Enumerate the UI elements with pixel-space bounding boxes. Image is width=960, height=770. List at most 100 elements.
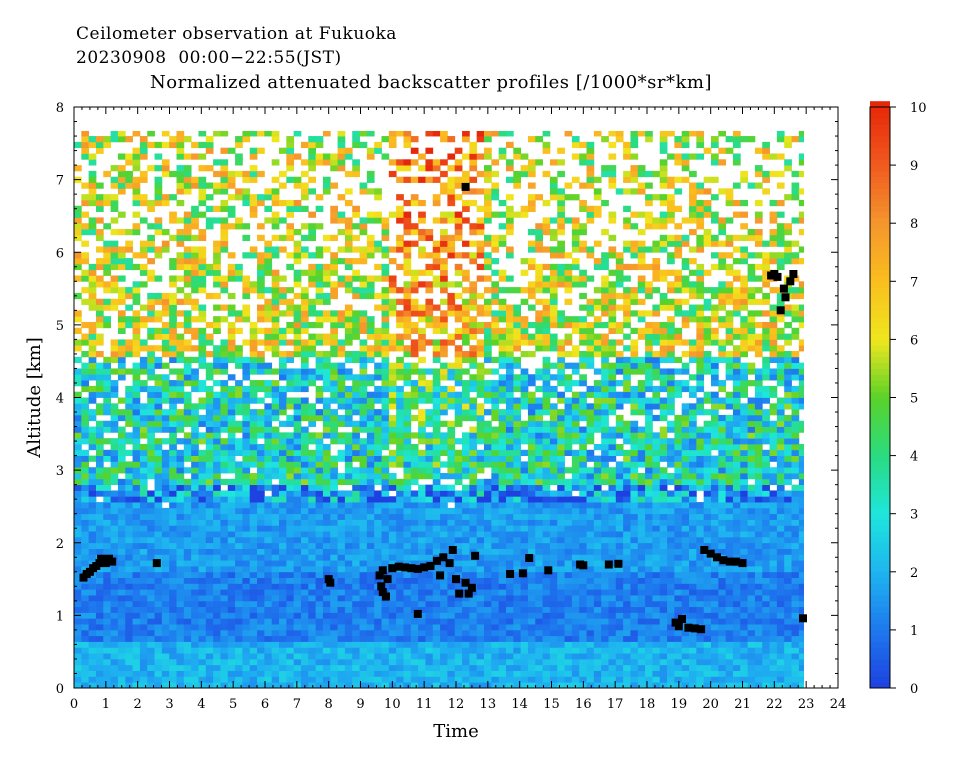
colorbar-segment xyxy=(870,589,890,596)
y-axis-label: Altitude [km] xyxy=(24,337,45,459)
colorbar-segment xyxy=(870,571,890,579)
x-tick-label: 3 xyxy=(165,697,173,712)
colorbar-tick-label: 3 xyxy=(910,508,918,523)
cloud-base-point xyxy=(436,571,445,580)
cloud-base-point xyxy=(690,624,699,633)
x-tick-label: 20 xyxy=(702,697,719,712)
x-axis-label: Time xyxy=(433,721,478,742)
cloud-base-point xyxy=(773,272,782,281)
colorbar-segment xyxy=(870,199,890,207)
colorbar-segment xyxy=(870,194,890,201)
y-tick-label: 4 xyxy=(56,392,64,407)
cloud-base-point xyxy=(455,589,464,598)
colorbar-segment xyxy=(870,321,890,329)
cloud-base-point xyxy=(674,622,683,631)
x-tick-label: 16 xyxy=(575,697,592,712)
colorbar-segment xyxy=(870,263,890,271)
colorbar-tick-label: 4 xyxy=(910,450,918,465)
cloud-base-point xyxy=(464,589,473,598)
cloud-base-point xyxy=(506,570,515,578)
colorbar-tick-label: 8 xyxy=(910,217,918,232)
cloud-base-point xyxy=(445,559,454,568)
cloud-base-point xyxy=(525,554,534,562)
colorbar-segment xyxy=(870,205,890,213)
colorbar-tick-label: 5 xyxy=(910,392,918,407)
colorbar-segment xyxy=(870,159,890,166)
cloud-base-point xyxy=(152,559,161,568)
colorbar-segment xyxy=(870,223,890,230)
colorbar-segment xyxy=(870,507,890,515)
cloud-base-point xyxy=(779,284,788,293)
colorbar-segment xyxy=(870,670,890,677)
cloud-base-point xyxy=(401,563,410,572)
colorbar-segment xyxy=(870,461,890,468)
colorbar-segment xyxy=(870,624,890,631)
colorbar-segment xyxy=(870,362,890,369)
y-tick-label: 2 xyxy=(56,537,64,552)
x-tick-label: 11 xyxy=(416,697,433,712)
x-tick-label: 0 xyxy=(70,697,78,712)
y-tick-label: 5 xyxy=(56,319,64,334)
x-tick-label: 6 xyxy=(261,697,269,712)
colorbar-segment xyxy=(870,292,890,300)
y-axis: 0 1 2 3 4 5 6 7 8 xyxy=(56,101,838,697)
cloud-base-point xyxy=(420,563,429,572)
cloud-base-point xyxy=(101,559,110,568)
colorbar-segment xyxy=(870,478,890,486)
x-tick-label: 10 xyxy=(384,697,401,712)
colorbar-segment xyxy=(870,339,890,346)
colorbar-segment xyxy=(870,676,890,683)
cloud-base-point xyxy=(789,270,798,278)
colorbar-segment xyxy=(870,182,890,189)
cloud-base-point xyxy=(579,561,588,570)
x-tick-label: 13 xyxy=(480,697,497,712)
cloud-base-point xyxy=(700,546,709,554)
colorbar-segment xyxy=(870,438,890,445)
cloud-base-point xyxy=(604,560,613,569)
colorbar-segment xyxy=(870,542,890,550)
cloud-base-point xyxy=(678,615,686,623)
colorbar-segment xyxy=(870,246,890,253)
colorbar-segment xyxy=(870,316,890,323)
colorbar-segment xyxy=(870,647,890,654)
colorbar-segment xyxy=(870,124,890,131)
colorbar-segment xyxy=(870,432,890,439)
colorbar-segment xyxy=(870,217,890,224)
x-tick-label: 23 xyxy=(798,697,815,712)
colorbar-segment xyxy=(870,420,890,428)
cloud-base-point xyxy=(108,557,117,566)
colorbar-segment xyxy=(870,618,890,625)
colorbar-segment xyxy=(870,583,890,590)
y-tick-label: 1 xyxy=(56,609,64,624)
x-tick-label: 4 xyxy=(197,697,205,712)
colorbar-segment xyxy=(870,513,890,521)
colorbar-segment xyxy=(870,327,890,335)
cloud-base-point xyxy=(413,564,422,573)
colorbar-segment xyxy=(870,536,890,544)
colorbar-segment xyxy=(870,368,890,375)
colorbar-segment xyxy=(870,147,890,154)
cloud-base-point xyxy=(378,566,387,575)
colorbar-segment xyxy=(870,414,890,422)
cloud-base-point xyxy=(413,609,422,618)
cloud-base-point xyxy=(439,553,448,562)
cloud-base-point xyxy=(448,546,457,554)
cloud-base-point xyxy=(382,592,390,601)
cloud-base-point xyxy=(471,551,480,560)
colorbar-segment xyxy=(870,153,890,160)
colorbar-segment xyxy=(870,502,890,509)
cloud-base-point xyxy=(394,562,403,571)
colorbar-segment xyxy=(870,176,890,184)
x-tick-label: 2 xyxy=(134,697,142,712)
cloud-base-points xyxy=(79,182,807,634)
cloud-base-point xyxy=(776,306,785,315)
x-tick-label: 22 xyxy=(766,697,783,712)
colorbar-segment xyxy=(870,188,890,195)
cloud-base-point xyxy=(383,575,392,584)
colorbar-segment xyxy=(870,310,890,317)
y-tick-label: 8 xyxy=(56,101,64,116)
colorbar-segment xyxy=(870,130,890,137)
colorbar-segment xyxy=(870,560,890,567)
colorbar-segment xyxy=(870,136,890,143)
backscatter-heatmap xyxy=(74,130,805,689)
